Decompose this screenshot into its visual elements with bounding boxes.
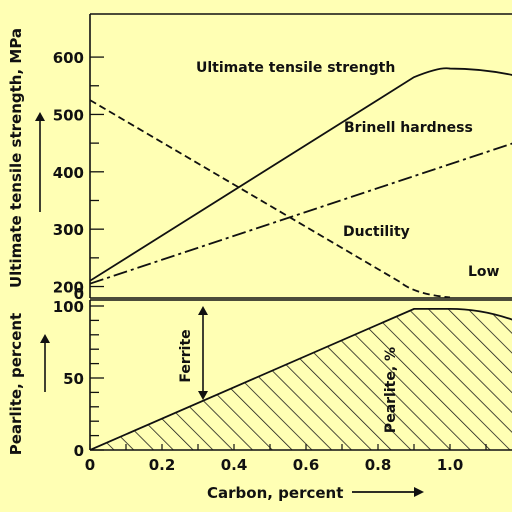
lower-y-tick-label: 50 <box>63 370 84 388</box>
lower-ylabel-arrow-head <box>40 334 50 343</box>
lower-y-tick-label: 100 <box>53 298 84 316</box>
upper-ylabel: Ultimate tensile strength, MPa <box>7 28 25 288</box>
series-label-brinell: Brinell hardness <box>344 120 473 136</box>
series-line-1 <box>90 142 512 285</box>
lower-xlabel: Carbon, percent <box>207 484 343 502</box>
upper-ylabel-arrow-head <box>35 112 45 121</box>
x-tick-label: 1.0 <box>437 456 464 474</box>
upper-y-tick-label: 200 <box>53 279 84 297</box>
annotation-pearlite: Pearlite, % <box>383 347 399 433</box>
upper-y-tick-label: 400 <box>53 164 84 182</box>
xlabel-arrow-head <box>414 487 424 497</box>
ferrite-arrow-head-bottom <box>198 391 208 400</box>
x-tick-label: 0.8 <box>365 456 392 474</box>
pearlite-hatched-area <box>90 308 512 450</box>
pearlite-boundary-line <box>90 307 512 450</box>
series-line-2 <box>90 99 451 298</box>
annotation-low: Low <box>468 264 500 280</box>
annotation-ferrite: Ferrite <box>178 329 194 382</box>
upper-y-tick-label: 500 <box>53 106 84 124</box>
series-label-ductility: Ductility <box>343 224 410 240</box>
upper-y-zero-label: 0 <box>74 285 84 303</box>
lower-series-group <box>90 307 512 450</box>
upper-series-group <box>90 67 512 298</box>
arrows-group <box>35 112 424 497</box>
x-tick-label: 0 <box>85 456 95 474</box>
ferrite-arrow-head-top <box>198 306 208 315</box>
lower-y-tick-label: 0 <box>74 442 84 460</box>
lower-ylabel: Pearlite, percent <box>7 313 25 455</box>
x-tick-label: 0.6 <box>293 456 320 474</box>
upper-y-tick-label: 300 <box>53 221 84 239</box>
series-line-0 <box>90 67 512 282</box>
x-tick-label: 0.2 <box>149 456 176 474</box>
upper-y-tick-label: 600 <box>53 49 84 67</box>
x-tick-label: 0.4 <box>221 456 248 474</box>
series-label-uts: Ultimate tensile strength <box>196 60 395 76</box>
